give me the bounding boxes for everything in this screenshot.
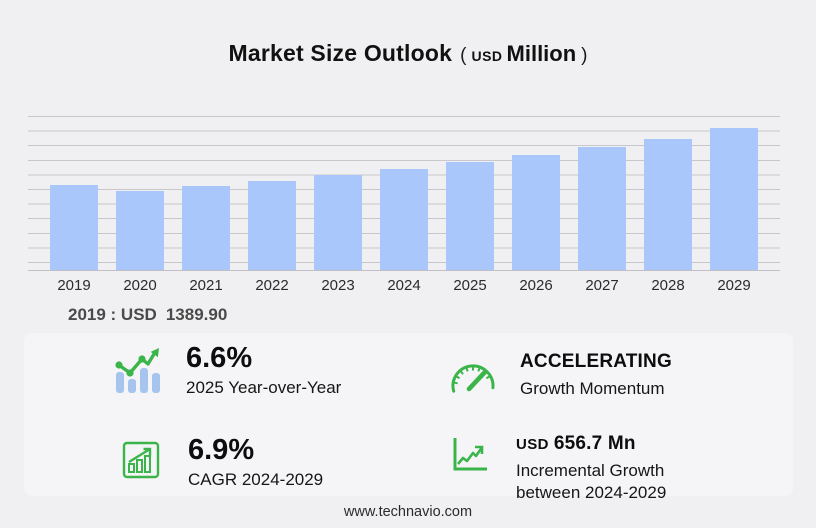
stat-incremental-amount: 656.7 Mn	[553, 433, 636, 454]
stat-momentum: ACCELERATING Growth Momentum	[448, 351, 672, 400]
stat-incremental-label: Incremental Growth between 2024-2029	[516, 460, 667, 502]
page-title: Market Size Outlook (USD Million)	[0, 40, 816, 67]
paren-open: (	[460, 45, 467, 66]
chart-growth-icon	[122, 441, 160, 484]
bar-2029	[710, 128, 758, 270]
bar-2021	[182, 186, 230, 270]
bar-column: 2024	[380, 116, 428, 294]
base-year-prefix: 2019 : USD	[68, 305, 157, 324]
bar-column: 2025	[446, 116, 494, 294]
stat-incremental-value: USD 656.7 Mn	[516, 433, 691, 456]
line-growth-icon	[448, 433, 490, 480]
stat-yoy: 6.6% 2025 Year-over-Year	[112, 343, 341, 400]
x-tick-label: 2021	[189, 277, 223, 294]
stat-cagr-label: CAGR 2024-2029	[188, 470, 324, 490]
chart-title-text: Market Size Outlook	[228, 40, 453, 66]
bar-2024	[380, 168, 428, 270]
x-tick-label: 2022	[255, 277, 289, 294]
base-year-annotation: 2019 : USD 1389.90	[68, 305, 227, 325]
bar-column: 2027	[578, 116, 626, 294]
x-tick-label: 2026	[519, 277, 553, 294]
bar-2022	[248, 181, 296, 270]
x-tick-label: 2025	[453, 277, 487, 294]
stat-yoy-label: 2025 Year-over-Year	[186, 378, 342, 398]
bar-column: 2023	[314, 116, 362, 294]
paren-close: )	[581, 45, 588, 66]
bar-column: 2022	[248, 116, 296, 294]
bar-2027	[578, 147, 626, 270]
bar-column: 2021	[182, 116, 230, 294]
x-tick-label: 2024	[387, 277, 421, 294]
stats-panel: 6.6% 2025 Year-over-Year 6.9% CAGR 2024-…	[24, 333, 793, 502]
x-tick-label: 2020	[123, 277, 157, 294]
bar-column: 2028	[644, 116, 692, 294]
speedometer-icon	[448, 355, 498, 400]
x-tick-label: 2019	[57, 277, 91, 294]
stat-yoy-value: 6.6%	[186, 342, 253, 374]
market-size-bar-chart: 2019 2020 2021 2022 2023 2024 2025 2026 2027 2028…	[28, 116, 780, 294]
currency-label: USD	[471, 48, 503, 64]
bar-2019	[50, 185, 98, 270]
stat-momentum-label: Growth Momentum	[520, 378, 665, 398]
bar-column: 2029	[710, 116, 758, 294]
bar-2023	[314, 175, 362, 270]
bar-2025	[446, 161, 494, 270]
stat-cagr: 6.9% CAGR 2024-2029	[122, 435, 324, 492]
bar-column: 2026	[512, 116, 560, 294]
bar-column: 2019	[50, 116, 98, 294]
x-tick-label: 2023	[321, 277, 355, 294]
bar-chart-trend-icon	[112, 343, 164, 400]
stat-incremental-currency: USD	[516, 436, 549, 453]
stat-incremental: USD 656.7 Mn Incremental Growth between 2…	[448, 433, 691, 504]
stat-cagr-value: 6.9%	[188, 434, 255, 466]
x-tick-label: 2028	[651, 277, 685, 294]
bar-2026	[512, 155, 560, 270]
plot-bars: 2019 2020 2021 2022 2023 2024 2025 2026 2027 2028…	[28, 116, 780, 294]
website-url: www.technavio.com	[343, 504, 473, 520]
unit-label: Million	[506, 41, 577, 66]
bar-column: 2020	[116, 116, 164, 294]
x-tick-label: 2027	[585, 277, 619, 294]
base-year-value: 1389.90	[165, 305, 228, 324]
bar-2020	[116, 190, 164, 270]
stat-momentum-value: ACCELERATING	[520, 351, 672, 372]
x-tick-label: 2029	[717, 277, 751, 294]
bar-2028	[644, 139, 692, 270]
